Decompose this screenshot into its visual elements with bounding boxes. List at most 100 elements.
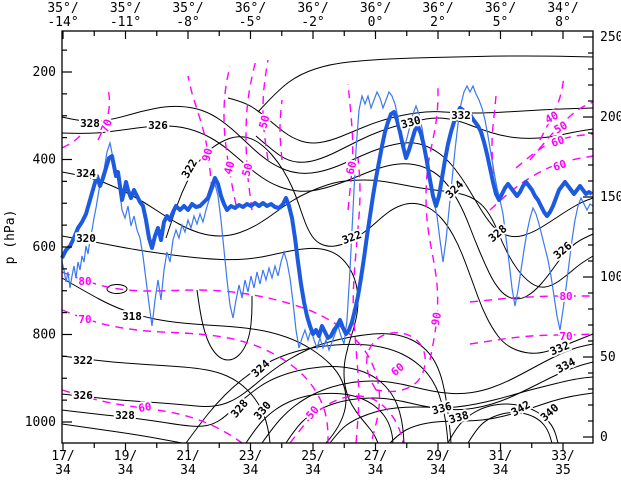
bottom-axis-label-line1: 27/ <box>364 449 387 464</box>
humidity-contour-line <box>61 309 329 443</box>
theta-contour-line <box>245 392 394 444</box>
axes <box>62 31 593 451</box>
theta-contour-line <box>261 343 594 444</box>
humidity-contour-line <box>489 155 594 211</box>
theta-contour-label: 320 <box>76 232 96 245</box>
theta-contour-label: 318 <box>122 310 142 323</box>
humidity-contour-line <box>529 101 594 161</box>
theta-contour-line <box>61 366 405 444</box>
bottom-axis-label-line1: 19/ <box>114 449 137 464</box>
theta-contour-line <box>255 117 594 163</box>
theta-contour-line <box>61 277 347 444</box>
humidity-contour-line <box>352 157 361 444</box>
humidity-contour-line <box>425 84 439 361</box>
top-axis-label-line1: 35°/ <box>110 1 141 16</box>
right-tick-label: 50 <box>600 350 616 365</box>
bottom-axis-label-line2: 34 <box>118 463 134 478</box>
top-axis-label-line1: 36°/ <box>235 1 266 16</box>
pressure-axis-title: p (hPa) <box>3 210 18 265</box>
theta-contour-line <box>257 55 594 113</box>
bottom-axis-label-line2: 34 <box>368 463 384 478</box>
top-axis-label-line1: 35°/ <box>47 1 78 16</box>
humidity-contour-line <box>347 83 354 211</box>
humidity-contour-line <box>469 295 593 303</box>
humidity-contour-label: 60 <box>388 360 407 378</box>
right-tick-label: 250 <box>600 30 621 45</box>
bottom-axis-label-line1: 17/ <box>51 449 74 464</box>
bottom-axis-label-line2: 34 <box>493 463 509 478</box>
bottom-axis-label-line1: 23/ <box>239 449 262 464</box>
theta-contour-label: 324 <box>76 167 96 180</box>
top-axis-label-line2: -5° <box>239 15 262 30</box>
bottom-axis-label-line1: 33/ <box>551 449 574 464</box>
top-axis-label-line2: 2° <box>430 15 446 30</box>
bottom-axis-label-line2: 34 <box>55 463 71 478</box>
top-axis-label-line2: 8° <box>555 15 571 30</box>
top-axis-label-line1: 36°/ <box>297 1 328 16</box>
top-axis-label-line1: 36°/ <box>422 1 453 16</box>
theta-contour-label: 322 <box>73 354 93 367</box>
humidity-contour-label: 60 <box>551 157 568 174</box>
humidity-contour-line <box>491 95 497 177</box>
right-tick-label: 150 <box>600 190 621 205</box>
theta-contour-label: 324 <box>249 357 273 380</box>
top-axis-label-line1: 36°/ <box>485 1 516 16</box>
theta-contour-line <box>61 105 594 238</box>
theta-contour-label: 328 <box>115 409 135 422</box>
humidity-contour-line <box>245 59 257 211</box>
theta-contour-line <box>467 412 553 444</box>
theta-contour-label: 326 <box>148 119 168 132</box>
bottom-axis-label-line2: 34 <box>243 463 259 478</box>
humidity-contour-label: 60 <box>549 133 566 150</box>
theta-contour-line <box>389 392 594 444</box>
humidity-contour-label: 50 <box>257 114 273 130</box>
bottom-axis-label-line1: 21/ <box>176 449 199 464</box>
theta-contour-line <box>196 289 253 361</box>
bottom-axis-label-line2: 34 <box>305 463 321 478</box>
theta-contour-label: 322 <box>179 157 200 181</box>
plot-frame <box>61 30 594 444</box>
humidity-contour-line <box>515 133 594 169</box>
humidity-contour-label: 90 <box>200 147 216 163</box>
theta-contour-line <box>61 125 594 300</box>
humidity-contour-line <box>279 99 283 161</box>
theta-contour-line <box>61 423 183 444</box>
humidity-contour-label: 60 <box>137 400 152 415</box>
theta-contour-line <box>447 403 559 444</box>
humidity-contour-label: 40 <box>222 160 238 176</box>
humidity-contour-label: 70 <box>559 330 572 343</box>
humidity-contour-label: 90 <box>429 311 444 326</box>
top-axis-label-line1: 35°/ <box>172 1 203 16</box>
theta-contour-label: 342 <box>509 398 533 419</box>
humidity-contour-line <box>539 75 565 141</box>
bottom-axis-label-line2: 35 <box>555 463 571 478</box>
humidity-contour-line <box>61 389 243 444</box>
top-axis-label-line2: -11° <box>110 15 141 30</box>
left-tick-label: 600 <box>33 240 56 255</box>
top-axis-label-line1: 36°/ <box>360 1 391 16</box>
theta-contour-label: 330 <box>251 399 274 423</box>
bottom-axis-label-line2: 34 <box>180 463 196 478</box>
bottom-axis-label-line1: 25/ <box>301 449 324 464</box>
top-axis-label-line2: -8° <box>176 15 199 30</box>
top-axis-label-line1: 34°/ <box>547 1 578 16</box>
theta-contour-line <box>61 235 379 444</box>
left-tick-label: 800 <box>33 328 56 343</box>
humidity-contour-label: 80 <box>559 290 572 303</box>
humidity-contour-line <box>61 135 81 149</box>
humidity-contour-label: 50 <box>303 403 321 422</box>
right-tick-label: 100 <box>600 270 621 285</box>
theta-contour-label: 328 <box>80 117 100 130</box>
theta-contour-label: 326 <box>73 389 93 402</box>
humidity-contour-label: 70 <box>78 313 91 326</box>
theta-contour-line <box>185 343 449 444</box>
top-axis-label-line2: 5° <box>493 15 509 30</box>
left-tick-label: 200 <box>33 65 56 80</box>
humidity-contour-line <box>469 333 594 345</box>
theta-contour-line <box>329 376 594 444</box>
track-line-thin <box>61 84 594 352</box>
humidity-contour-label: 80 <box>78 275 91 288</box>
left-tick-label: 400 <box>33 153 56 168</box>
